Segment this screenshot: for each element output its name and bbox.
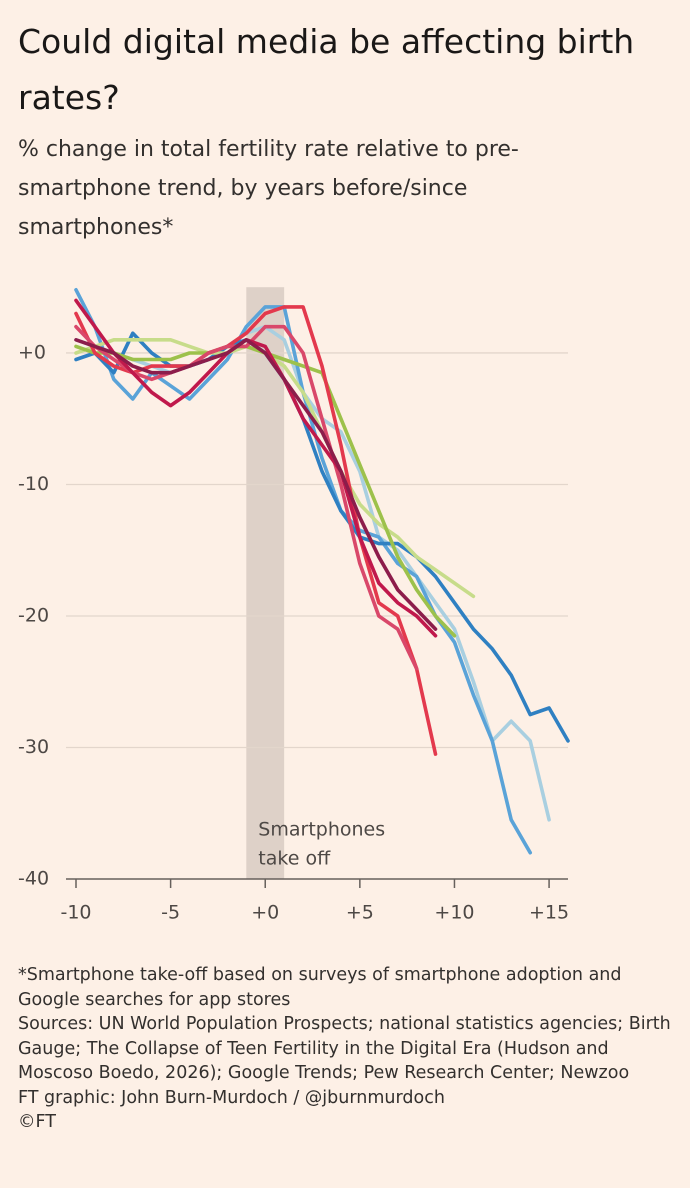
- x-tick-label: +10: [434, 902, 474, 924]
- note: ©FT: [18, 1112, 56, 1132]
- y-tick-label: -40: [18, 868, 49, 890]
- series-line: [74, 305, 438, 756]
- y-tick-label: -10: [18, 473, 49, 495]
- chart: Smartphones take off +0 -10 -20 -30 -40 -10 -5 +0…: [18, 287, 570, 924]
- note: *Smartphone take-off based on surveys of…: [18, 965, 622, 1010]
- series-line: [74, 324, 419, 671]
- series-line: [74, 331, 570, 743]
- x-tick-label: -10: [60, 902, 91, 924]
- series-line: [74, 324, 551, 822]
- series-line: [74, 298, 438, 638]
- y-tick-label: +0: [18, 341, 46, 363]
- shade-label: take off: [258, 848, 331, 870]
- series-line: [74, 288, 532, 855]
- note: Sources: UN World Population Prospects; …: [18, 1014, 671, 1083]
- shade-label: Smartphones: [258, 819, 385, 841]
- x-tick-label: +5: [346, 902, 374, 924]
- x-tick-label: -5: [161, 902, 180, 924]
- x-tick-label: +0: [251, 902, 279, 924]
- note: FT graphic: John Burn-Murdoch / @jburnmu…: [18, 1087, 445, 1108]
- y-tick-label: -20: [18, 604, 49, 626]
- notes: *Smartphone take-off based on surveys of…: [18, 963, 683, 1135]
- y-tick-label: -30: [18, 736, 49, 758]
- shade-band: [246, 287, 285, 879]
- chart-title: Could digital media be affecting birth r…: [18, 22, 635, 117]
- x-tick-label: +15: [529, 902, 569, 924]
- series-line: [74, 338, 438, 631]
- chart-subtitle: % change in total fertility rate relativ…: [18, 137, 519, 240]
